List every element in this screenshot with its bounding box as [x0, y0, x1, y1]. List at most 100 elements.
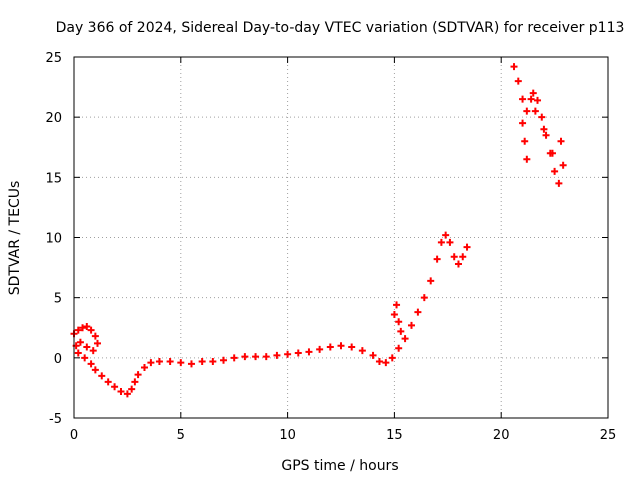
data-point — [407, 321, 415, 329]
data-point — [337, 342, 345, 350]
data-point — [519, 95, 527, 103]
data-point — [459, 253, 467, 261]
data-point — [454, 260, 462, 268]
data-point — [527, 95, 535, 103]
data-point — [209, 357, 217, 365]
data-point — [542, 131, 550, 139]
data-point — [437, 238, 445, 246]
data-point — [534, 96, 542, 104]
data-point — [79, 324, 87, 332]
y-tick-label: 20 — [45, 111, 62, 126]
data-point — [557, 137, 565, 145]
y-axis-label: SDTVAR / TECUs — [7, 181, 23, 296]
data-point — [147, 359, 155, 367]
data-point — [514, 77, 522, 85]
data-point — [446, 238, 454, 246]
data-point — [294, 349, 302, 357]
data-point — [305, 348, 313, 356]
data-point — [414, 308, 422, 316]
data-point — [540, 125, 548, 133]
data-point — [83, 323, 91, 331]
data-point — [93, 339, 101, 347]
data-point — [375, 357, 383, 365]
chart-title: Day 366 of 2024, Sidereal Day-to-day VTE… — [56, 20, 625, 36]
x-tick-label: 25 — [600, 428, 617, 443]
data-point — [91, 332, 99, 340]
data-point — [523, 107, 531, 115]
x-tick-label: 15 — [386, 428, 403, 443]
data-point — [111, 383, 119, 391]
x-axis-label: GPS time / hours — [281, 458, 398, 474]
data-point — [316, 345, 324, 353]
data-point — [117, 388, 125, 396]
data-point — [262, 353, 270, 361]
data-point — [529, 89, 537, 97]
data-point — [523, 155, 531, 163]
data-point — [87, 326, 95, 334]
y-tick-label: 25 — [45, 51, 62, 66]
data-point — [104, 378, 112, 386]
data-point — [463, 243, 471, 251]
data-point — [198, 357, 206, 365]
data-point — [284, 350, 292, 358]
data-point — [134, 371, 142, 379]
data-point — [433, 255, 441, 263]
data-point — [358, 347, 366, 355]
data-point — [89, 347, 97, 355]
y-tick-label: 0 — [54, 352, 62, 367]
data-point — [390, 311, 398, 319]
data-point — [91, 366, 99, 374]
y-tick-label: 10 — [45, 232, 62, 247]
data-point — [427, 277, 435, 285]
data-point — [230, 354, 238, 362]
x-tick-label: 20 — [493, 428, 510, 443]
data-point — [140, 363, 148, 371]
data-point — [87, 360, 95, 368]
y-tick-label: 15 — [45, 171, 62, 186]
series-0 — [70, 63, 567, 398]
data-point — [510, 63, 518, 71]
y-tick-label: 5 — [54, 292, 62, 307]
data-point — [166, 357, 174, 365]
data-point — [521, 137, 529, 145]
data-point — [326, 343, 334, 351]
data-point — [98, 372, 106, 380]
data-point — [531, 107, 539, 115]
data-point — [369, 351, 377, 359]
data-point — [393, 301, 401, 309]
data-point — [81, 354, 89, 362]
data-point — [220, 356, 228, 364]
data-point — [128, 385, 136, 393]
data-point — [273, 351, 281, 359]
data-point — [177, 359, 185, 367]
data-point — [131, 378, 139, 386]
data-point — [252, 353, 260, 361]
data-point — [395, 344, 403, 352]
data-point — [74, 326, 82, 334]
data-point — [551, 167, 559, 175]
data-point — [559, 161, 567, 169]
y-tick-label: -5 — [49, 412, 62, 427]
data-point — [187, 360, 195, 368]
data-point — [450, 253, 458, 261]
data-point — [555, 179, 563, 187]
data-point — [155, 357, 163, 365]
data-point — [442, 231, 450, 239]
data-point — [538, 113, 546, 121]
data-point — [348, 343, 356, 351]
data-point — [241, 353, 249, 361]
data-point — [382, 359, 390, 367]
data-point — [76, 338, 84, 346]
data-point — [548, 149, 556, 157]
data-point — [401, 335, 409, 343]
x-tick-label: 10 — [279, 428, 296, 443]
data-point — [74, 349, 82, 357]
data-point — [397, 327, 405, 335]
data-point — [519, 119, 527, 127]
data-point — [83, 343, 91, 351]
data-point — [420, 294, 428, 302]
data-point — [388, 354, 396, 362]
x-tick-label: 0 — [70, 428, 78, 443]
